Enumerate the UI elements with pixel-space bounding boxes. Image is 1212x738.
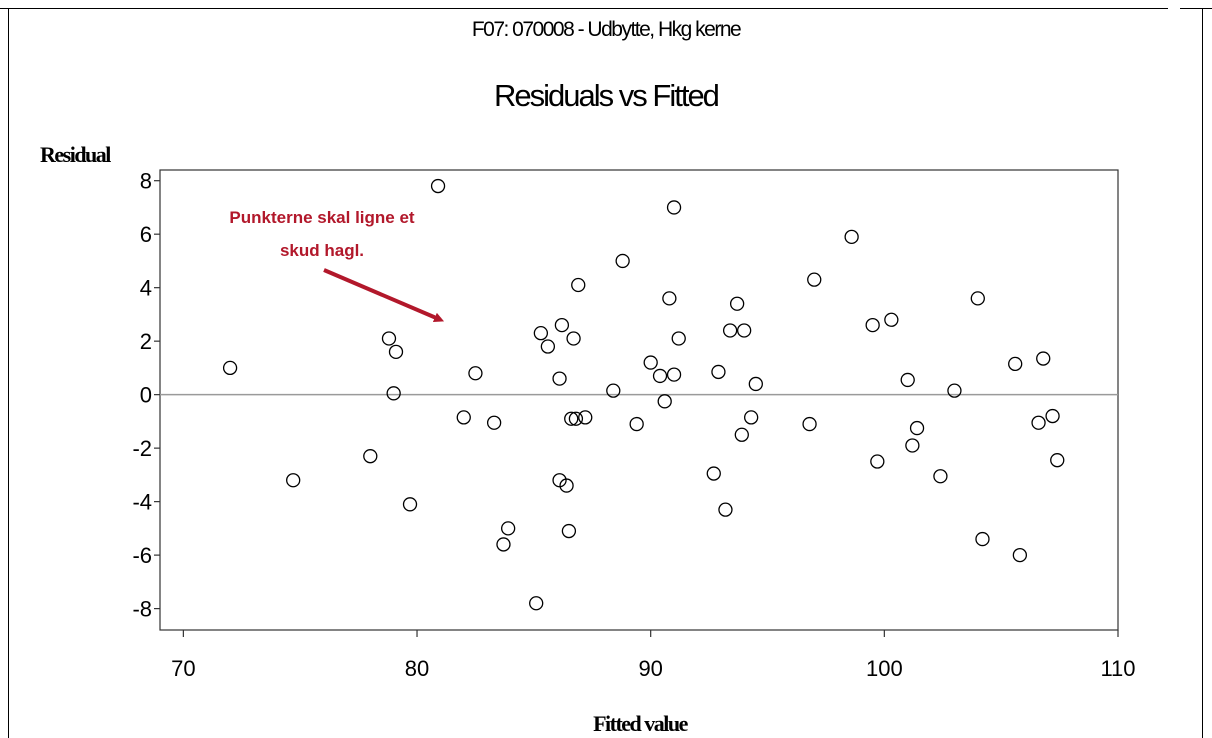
- scatter-point: [430, 178, 446, 194]
- scatter-point: [802, 416, 817, 432]
- scatter-point: [559, 478, 574, 493]
- scatter-point: [1031, 415, 1046, 430]
- scatter-point: [729, 296, 745, 311]
- scatter-point: [568, 411, 584, 426]
- scatter-point: [615, 253, 630, 269]
- scatter-point: [1036, 351, 1051, 366]
- scatter-point: [554, 317, 570, 333]
- scatter-point: [652, 368, 668, 384]
- y-tick-label: 6: [140, 222, 152, 247]
- scatter-point: [657, 394, 672, 409]
- x-axis: 70 80 90 100 110: [171, 630, 1136, 681]
- scatter-point: [844, 229, 859, 245]
- scatter-point: [1050, 453, 1065, 468]
- annotation: Punkterne skal ligne et skud hagl.: [229, 208, 445, 323]
- scatter-point: [501, 521, 516, 536]
- annotation-line-1: Punkterne skal ligne et: [229, 208, 415, 227]
- scatter-point: [1008, 356, 1023, 372]
- scatter-point: [807, 272, 822, 287]
- scatter-point: [970, 291, 985, 306]
- scatter-point: [748, 376, 763, 392]
- scatter-point: [496, 537, 511, 552]
- chart-title: Residuals vs Fitted: [494, 78, 720, 113]
- y-axis-title: Residual: [40, 142, 111, 167]
- scatter-point: [662, 291, 677, 306]
- scatter-point: [540, 339, 556, 354]
- scatter-point: [402, 497, 418, 512]
- scatter-point: [386, 386, 401, 401]
- frame-top-border-right: [1180, 8, 1212, 9]
- scatter-point: [947, 383, 962, 398]
- scatter-point: [1012, 547, 1028, 563]
- scatter-point: [734, 427, 749, 442]
- scatter-point: [468, 366, 483, 381]
- scatter-point: [606, 383, 621, 398]
- scatter-point: [486, 415, 502, 430]
- scatter-point: [865, 317, 880, 333]
- scatter-point: [222, 360, 238, 376]
- y-tick-label: 4: [140, 276, 152, 301]
- scatter-point: [711, 364, 726, 380]
- y-tick-label: -8: [132, 597, 152, 622]
- scatter-point: [909, 420, 925, 436]
- scatter-point: [629, 416, 644, 432]
- y-tick-label: 0: [140, 383, 152, 408]
- x-tick-label: 100: [866, 656, 903, 681]
- scatter-point: [363, 449, 378, 464]
- scatter-point: [388, 344, 404, 360]
- x-tick-label: 110: [1100, 656, 1135, 681]
- scatter-point: [870, 454, 885, 469]
- frame-left-border: [8, 8, 9, 738]
- y-tick-label: 8: [140, 169, 152, 194]
- scatter-point: [552, 371, 567, 386]
- chart-supertitle: F07: 070008 - Udbytte, Hkg kerne: [471, 18, 742, 41]
- annotation-line-2: skud hagl.: [280, 241, 364, 260]
- scatter-point: [571, 277, 586, 293]
- y-axis: -8 -6 -4 -2 0 2 4 6 8: [132, 169, 160, 622]
- scatter-point: [975, 531, 990, 547]
- scatter-point: [718, 502, 733, 517]
- scatter-point: [722, 323, 738, 338]
- x-tick-label: 90: [638, 656, 662, 681]
- annotation-arrow: [323, 268, 445, 323]
- scatter-point: [706, 466, 721, 481]
- x-tick-label: 80: [405, 656, 429, 681]
- scatter-point: [744, 410, 759, 425]
- y-tick-label: -4: [132, 490, 152, 515]
- data-points: [222, 178, 1065, 611]
- scatter-point: [456, 410, 471, 425]
- scatter-point: [561, 523, 577, 539]
- scatter-point: [286, 473, 301, 488]
- scatter-point: [564, 411, 579, 426]
- scatter-point: [666, 367, 682, 382]
- scatter-point: [643, 355, 658, 370]
- scatter-point: [900, 372, 915, 388]
- y-tick-label: -2: [132, 436, 152, 461]
- scatter-point: [736, 323, 752, 338]
- scatter-point: [1045, 408, 1060, 424]
- scatter-point: [671, 331, 686, 346]
- scatter-point: [905, 438, 920, 453]
- y-tick-label: 2: [140, 329, 152, 354]
- scatter-point: [933, 469, 948, 484]
- y-tick-label: -6: [132, 543, 152, 568]
- x-tick-label: 70: [171, 656, 195, 681]
- scatter-point: [578, 410, 593, 425]
- x-axis-title: Fitted value: [593, 711, 689, 736]
- scatter-point: [381, 331, 397, 346]
- scatter-point: [529, 596, 544, 611]
- scatter-point: [666, 200, 682, 215]
- scatter-point: [566, 331, 581, 346]
- frame-top-border: [0, 8, 1168, 9]
- scatter-point: [884, 312, 899, 327]
- scatter-point: [533, 325, 549, 341]
- frame-right-border: [1202, 8, 1203, 738]
- plot-area: [159, 169, 1119, 631]
